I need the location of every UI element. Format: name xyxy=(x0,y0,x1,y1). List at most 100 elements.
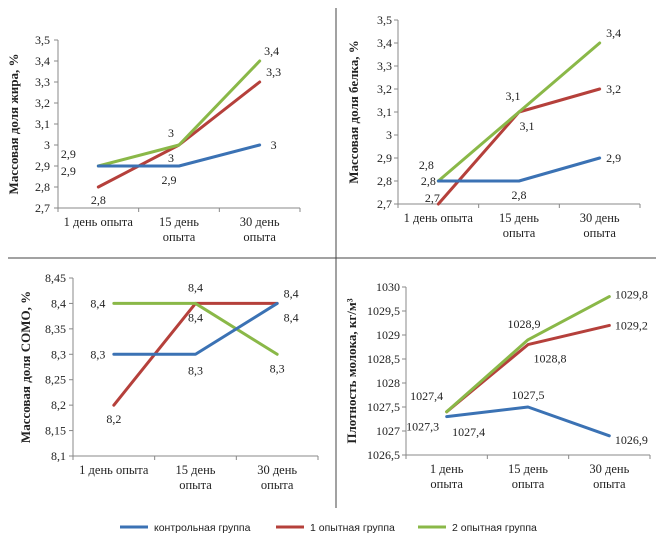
data-label-control: 1026,9 xyxy=(615,433,648,447)
series-line-group2 xyxy=(445,295,611,414)
x-category-label: 30 день xyxy=(240,215,280,229)
x-category-label: опыта xyxy=(430,477,463,491)
x-category-label: опыта xyxy=(243,230,276,244)
data-label-group1: 8,2 xyxy=(106,412,121,426)
legend: контрольная группа 1 опытная группа 2 опыт… xyxy=(120,522,537,534)
y-axis-label: Массовая доля белка, % xyxy=(346,40,361,183)
y-tick-label: 3,5 xyxy=(35,33,50,47)
y-tick-label: 3 xyxy=(386,128,392,142)
x-category-label: опыта xyxy=(179,478,212,492)
data-label-group1: 1027,4 xyxy=(452,425,485,439)
data-label-control: 8,3 xyxy=(90,347,105,361)
data-label-group2: 1029,8 xyxy=(615,288,648,302)
data-label-control: 1027,5 xyxy=(512,388,545,402)
data-label-group1: 3,3 xyxy=(266,65,281,79)
series-line-control xyxy=(96,143,262,168)
y-tick-label: 3 xyxy=(44,138,50,152)
x-category-label: 15 день xyxy=(176,463,216,477)
y-tick-label: 3,3 xyxy=(377,59,392,73)
x-category-label: 1 день опыта xyxy=(404,211,474,225)
y-tick-label: 8,4 xyxy=(51,296,66,310)
y-tick-label: 2,7 xyxy=(35,201,50,215)
y-tick-label: 3,5 xyxy=(377,13,392,27)
legend-label-group1: 1 опытная группа xyxy=(310,522,395,534)
data-label-group2: 2,9 xyxy=(61,147,76,161)
chart-density: 1026,5 1027 1027,5 1028 1028,5 1029 1029,5 1030… xyxy=(344,280,651,491)
x-category-label: 30 день xyxy=(257,463,297,477)
x-category-label: опыта xyxy=(512,477,545,491)
y-tick-label: 1026,5 xyxy=(367,448,400,462)
y-tick-label: 2,9 xyxy=(377,151,392,165)
data-label-control: 8,3 xyxy=(188,363,203,377)
data-label-group2: 3,1 xyxy=(506,89,521,103)
series-line-control xyxy=(112,301,279,356)
data-label-group1: 3 xyxy=(168,151,174,165)
data-label-group2: 8,3 xyxy=(270,361,285,375)
y-tick-label: 1030 xyxy=(376,280,400,294)
series-line-group2 xyxy=(96,59,262,168)
x-category-label: 15 день xyxy=(508,462,548,476)
x-category-label: 30 день xyxy=(589,462,629,476)
data-label-control: 8,4 xyxy=(284,310,299,324)
y-tick-label: 1028 xyxy=(376,376,400,390)
y-tick-label: 1028,5 xyxy=(367,352,400,366)
data-label-control: 3 xyxy=(271,138,277,152)
y-tick-label: 8,2 xyxy=(51,398,66,412)
data-label-group1: 1028,8 xyxy=(534,352,567,366)
y-tick-label: 8,3 xyxy=(51,347,66,361)
x-category-label: опыта xyxy=(583,226,616,240)
data-label-control: 2,9 xyxy=(606,151,621,165)
y-tick-label: 2,8 xyxy=(377,174,392,188)
data-label-group2: 3 xyxy=(168,126,174,140)
x-category-label: опыта xyxy=(261,478,294,492)
y-tick-label: 2,8 xyxy=(35,180,50,194)
chart-fat: 2,7 2,8 2,9 3 3,1 3,2 3,3 3,4 3,5 1 день опыта 15 … xyxy=(6,33,301,244)
legend-label-control: контрольная группа xyxy=(154,522,251,534)
y-tick-label: 1029,5 xyxy=(367,304,400,318)
data-label-control: 1027,3 xyxy=(406,420,439,434)
y-tick-label: 2,7 xyxy=(377,197,392,211)
series-line-group1 xyxy=(436,87,602,206)
data-label-group2: 8,4 xyxy=(188,280,203,294)
y-tick-label: 8,45 xyxy=(45,271,66,285)
data-label-group1: 2,8 xyxy=(91,193,106,207)
y-tick-label: 8,15 xyxy=(45,424,66,438)
data-label-group1: 8,4 xyxy=(188,310,203,324)
data-label-control: 2,8 xyxy=(512,188,527,202)
data-label-group2: 3,4 xyxy=(606,26,621,40)
x-category-label: 1 день опыта xyxy=(64,215,134,229)
y-tick-label: 8,35 xyxy=(45,322,66,336)
x-category-label: 15 день xyxy=(499,211,539,225)
y-tick-label: 3,4 xyxy=(35,54,50,68)
chart-protein: 2,7 2,8 2,9 3 3,1 3,2 3,3 3,4 3,5 1 день опыта 15 … xyxy=(346,13,641,240)
x-category-label: опыта xyxy=(503,226,536,240)
y-tick-label: 2,9 xyxy=(35,159,50,173)
data-label-control: 2,9 xyxy=(61,164,76,178)
x-category-label: опыта xyxy=(593,477,626,491)
data-label-group2: 1027,4 xyxy=(410,389,443,403)
data-label-group1: 3,1 xyxy=(520,119,535,133)
x-category-label: 15 день xyxy=(159,215,199,229)
data-label-control: 2,9 xyxy=(162,173,177,187)
data-label-group2: 2,8 xyxy=(419,158,434,172)
data-label-group1: 1029,2 xyxy=(615,318,648,332)
y-axis-label: Массовая доля жира, % xyxy=(6,54,21,195)
y-tick-label: 3,3 xyxy=(35,75,50,89)
data-label-group1: 2,7 xyxy=(425,191,440,205)
series-line-group1 xyxy=(96,80,262,189)
y-axis-label: Массовая доля СОМО, % xyxy=(18,291,33,443)
series-line-control xyxy=(445,405,611,438)
series-line-group2 xyxy=(436,41,602,183)
x-category-label: опыта xyxy=(163,230,196,244)
data-label-group1: 3,2 xyxy=(606,82,621,96)
chart-somo: 8,1 8,15 8,2 8,25 8,3 8,35 8,4 8,45 1 день опыта… xyxy=(18,271,319,492)
y-tick-label: 3,1 xyxy=(35,117,50,131)
series-line-group2 xyxy=(112,301,279,356)
data-label-group2: 8,4 xyxy=(90,296,105,310)
y-tick-label: 1027 xyxy=(376,424,400,438)
data-label-control: 2,8 xyxy=(421,174,436,188)
y-tick-label: 8,25 xyxy=(45,373,66,387)
y-tick-label: 3,2 xyxy=(377,82,392,96)
y-tick-label: 3,1 xyxy=(377,105,392,119)
